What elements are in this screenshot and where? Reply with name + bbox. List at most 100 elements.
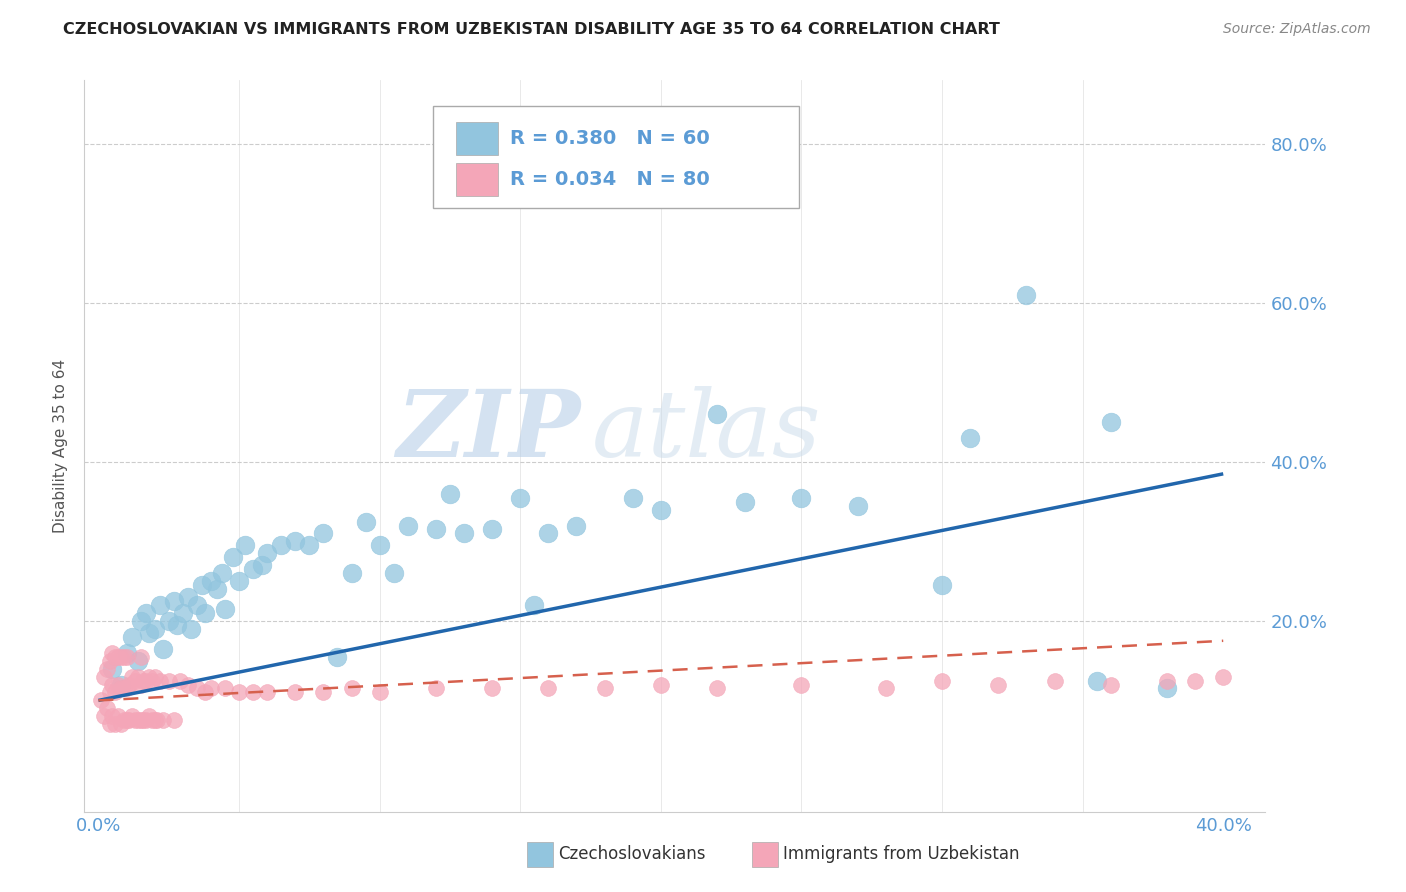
Text: Immigrants from Uzbekistan: Immigrants from Uzbekistan: [783, 846, 1019, 863]
Point: [110, 717, 132, 731]
Point: [790, 491, 813, 505]
Point: [101, 646, 124, 660]
Point: [118, 714, 141, 728]
Point: [453, 526, 475, 541]
Point: [163, 594, 186, 608]
Point: [115, 681, 138, 696]
Point: [214, 602, 236, 616]
Point: [734, 494, 756, 508]
Point: [127, 714, 149, 728]
Point: [481, 523, 503, 537]
Point: [222, 550, 245, 565]
Bar: [457, 122, 498, 155]
Point: [101, 709, 124, 723]
Point: [565, 518, 588, 533]
Point: [157, 673, 180, 688]
Point: [93, 709, 115, 723]
Point: [1085, 673, 1108, 688]
Point: [163, 714, 186, 728]
Point: [132, 673, 155, 688]
Point: [256, 546, 278, 560]
Point: [846, 499, 869, 513]
Text: R = 0.380   N = 60: R = 0.380 N = 60: [509, 129, 709, 148]
Point: [104, 649, 127, 664]
Text: Source: ZipAtlas.com: Source: ZipAtlas.com: [1223, 22, 1371, 37]
Point: [107, 677, 129, 691]
Point: [96, 701, 118, 715]
FancyBboxPatch shape: [433, 106, 799, 209]
Point: [96, 662, 118, 676]
Point: [121, 709, 143, 723]
Point: [368, 685, 391, 699]
Point: [115, 646, 138, 660]
Point: [312, 685, 335, 699]
Point: [439, 486, 461, 500]
Point: [186, 598, 208, 612]
Point: [180, 622, 202, 636]
Point: [121, 630, 143, 644]
Point: [650, 502, 672, 516]
Text: Czechoslovakians: Czechoslovakians: [558, 846, 706, 863]
Point: [340, 566, 363, 581]
Point: [129, 714, 152, 728]
Point: [875, 681, 897, 696]
Point: [228, 574, 250, 589]
Point: [90, 693, 112, 707]
Point: [135, 714, 157, 728]
Point: [110, 677, 132, 691]
Point: [98, 717, 121, 731]
Point: [1156, 681, 1178, 696]
Point: [194, 685, 217, 699]
Text: atlas: atlas: [592, 386, 821, 476]
Point: [98, 654, 121, 668]
Point: [250, 558, 273, 573]
Point: [186, 681, 208, 696]
Point: [284, 685, 307, 699]
Point: [200, 681, 222, 696]
Point: [931, 673, 953, 688]
Point: [104, 685, 127, 699]
Point: [138, 709, 160, 723]
Point: [326, 649, 349, 664]
Point: [143, 714, 166, 728]
Point: [152, 714, 174, 728]
Point: [382, 566, 405, 581]
Point: [146, 714, 169, 728]
Point: [177, 677, 200, 691]
Text: ZIP: ZIP: [396, 386, 581, 476]
Point: [112, 649, 135, 664]
Point: [110, 681, 132, 696]
Point: [129, 614, 152, 628]
Point: [298, 538, 321, 552]
Point: [242, 685, 264, 699]
Point: [157, 614, 180, 628]
Point: [396, 518, 419, 533]
Point: [101, 677, 124, 691]
Point: [1015, 288, 1038, 302]
Point: [205, 582, 228, 596]
Point: [1184, 673, 1206, 688]
Point: [129, 649, 152, 664]
Point: [93, 669, 115, 683]
Point: [121, 669, 143, 683]
Point: [110, 649, 132, 664]
Point: [425, 523, 447, 537]
Point: [143, 622, 166, 636]
Point: [790, 677, 813, 691]
Point: [177, 590, 200, 604]
Point: [138, 669, 160, 683]
Point: [129, 677, 152, 691]
Point: [214, 681, 236, 696]
Point: [169, 673, 191, 688]
Point: [340, 681, 363, 696]
Point: [537, 526, 560, 541]
Text: CZECHOSLOVAKIAN VS IMMIGRANTS FROM UZBEKISTAN DISABILITY AGE 35 TO 64 CORRELATIO: CZECHOSLOVAKIAN VS IMMIGRANTS FROM UZBEK…: [63, 22, 1000, 37]
Point: [256, 685, 278, 699]
Point: [112, 714, 135, 728]
Point: [593, 681, 616, 696]
Point: [98, 685, 121, 699]
Point: [1043, 673, 1066, 688]
Point: [312, 526, 335, 541]
Point: [425, 681, 447, 696]
Point: [149, 598, 172, 612]
